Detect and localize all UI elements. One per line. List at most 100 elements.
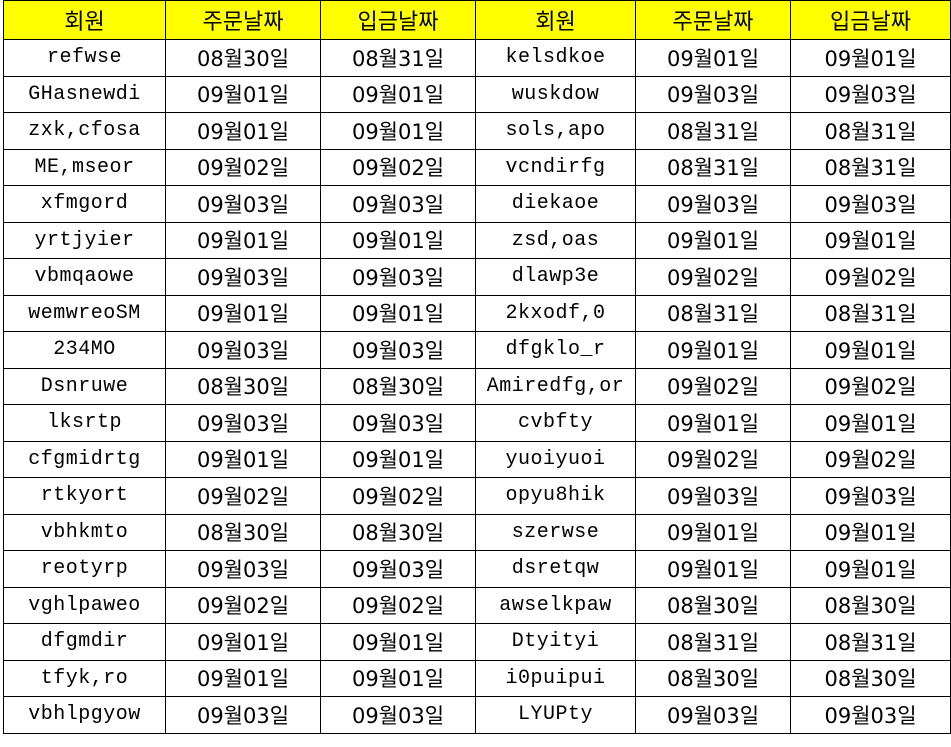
member-cell[interactable]: dlawp3e bbox=[475, 258, 636, 296]
deposit-date-cell[interactable]: 08월31일 bbox=[320, 39, 476, 77]
deposit-date-cell[interactable]: 08월31일 bbox=[790, 623, 951, 661]
order-date-cell[interactable]: 09월03일 bbox=[635, 477, 791, 515]
order-date-cell[interactable]: 09월02일 bbox=[635, 367, 791, 405]
member-cell[interactable]: vbmqaowe bbox=[3, 258, 166, 296]
member-cell[interactable]: cvbfty bbox=[475, 404, 636, 442]
order-date-cell[interactable]: 08월30일 bbox=[635, 586, 791, 624]
order-date-cell[interactable]: 08월31일 bbox=[635, 294, 791, 332]
order-date-cell[interactable]: 09월01일 bbox=[635, 221, 791, 259]
deposit-date-cell[interactable]: 09월03일 bbox=[320, 696, 476, 734]
order-date-cell[interactable]: 09월03일 bbox=[165, 404, 321, 442]
member-cell[interactable]: Amiredfg,or bbox=[475, 367, 636, 405]
deposit-date-cell[interactable]: 09월02일 bbox=[790, 367, 951, 405]
order-date-cell[interactable]: 09월01일 bbox=[165, 221, 321, 259]
deposit-date-cell[interactable]: 09월01일 bbox=[790, 513, 951, 551]
order-date-cell[interactable]: 09월01일 bbox=[165, 294, 321, 332]
order-date-cell[interactable]: 09월02일 bbox=[635, 258, 791, 296]
member-cell[interactable]: refwse bbox=[3, 39, 166, 77]
member-cell[interactable]: vbhkmto bbox=[3, 513, 166, 551]
deposit-date-cell[interactable]: 09월01일 bbox=[790, 39, 951, 77]
order-date-cell[interactable]: 09월02일 bbox=[165, 586, 321, 624]
member-cell[interactable]: diekaoe bbox=[475, 185, 636, 223]
order-date-cell[interactable]: 09월03일 bbox=[165, 258, 321, 296]
order-date-cell[interactable]: 08월30일 bbox=[635, 659, 791, 697]
member-cell[interactable]: szerwse bbox=[475, 513, 636, 551]
member-cell[interactable]: awselkpaw bbox=[475, 586, 636, 624]
deposit-date-cell[interactable]: 09월03일 bbox=[320, 550, 476, 588]
member-cell[interactable]: zxk,cfosa bbox=[3, 112, 166, 150]
order-date-cell[interactable]: 09월02일 bbox=[165, 477, 321, 515]
header-deposit-date[interactable]: 입금날짜 bbox=[790, 0, 951, 40]
member-cell[interactable]: kelsdkoe bbox=[475, 39, 636, 77]
deposit-date-cell[interactable]: 09월01일 bbox=[320, 623, 476, 661]
header-order-date[interactable]: 주문날짜 bbox=[165, 0, 321, 40]
member-cell[interactable]: cfgmidrtg bbox=[3, 440, 166, 478]
member-cell[interactable]: tfyk,ro bbox=[3, 659, 166, 697]
deposit-date-cell[interactable]: 09월02일 bbox=[320, 148, 476, 186]
header-member[interactable]: 회원 bbox=[475, 0, 636, 40]
order-date-cell[interactable]: 09월03일 bbox=[635, 75, 791, 113]
member-cell[interactable]: dfgklo_r bbox=[475, 331, 636, 369]
member-cell[interactable]: lksrtp bbox=[3, 404, 166, 442]
deposit-date-cell[interactable]: 09월03일 bbox=[790, 75, 951, 113]
deposit-date-cell[interactable]: 09월01일 bbox=[320, 659, 476, 697]
order-date-cell[interactable]: 09월03일 bbox=[165, 185, 321, 223]
member-cell[interactable]: ME,mseor bbox=[3, 148, 166, 186]
member-cell[interactable]: rtkyort bbox=[3, 477, 166, 515]
member-cell[interactable]: wemwreoSM bbox=[3, 294, 166, 332]
member-cell[interactable]: yuoiyuoi bbox=[475, 440, 636, 478]
order-date-cell[interactable]: 09월01일 bbox=[165, 440, 321, 478]
order-date-cell[interactable]: 08월30일 bbox=[165, 367, 321, 405]
member-cell[interactable]: dfgmdir bbox=[3, 623, 166, 661]
deposit-date-cell[interactable]: 08월31일 bbox=[790, 294, 951, 332]
member-cell[interactable]: wuskdow bbox=[475, 75, 636, 113]
deposit-date-cell[interactable]: 09월02일 bbox=[320, 477, 476, 515]
deposit-date-cell[interactable]: 09월02일 bbox=[790, 440, 951, 478]
order-date-cell[interactable]: 09월03일 bbox=[635, 185, 791, 223]
order-date-cell[interactable]: 09월02일 bbox=[165, 148, 321, 186]
deposit-date-cell[interactable]: 09월03일 bbox=[320, 258, 476, 296]
member-cell[interactable]: GHasnewdi bbox=[3, 75, 166, 113]
order-date-cell[interactable]: 08월31일 bbox=[635, 112, 791, 150]
deposit-date-cell[interactable]: 09월01일 bbox=[320, 75, 476, 113]
deposit-date-cell[interactable]: 09월01일 bbox=[320, 112, 476, 150]
order-date-cell[interactable]: 08월30일 bbox=[165, 39, 321, 77]
order-date-cell[interactable]: 08월30일 bbox=[165, 513, 321, 551]
header-deposit-date[interactable]: 입금날짜 bbox=[320, 0, 476, 40]
member-cell[interactable]: zsd,oas bbox=[475, 221, 636, 259]
order-date-cell[interactable]: 09월03일 bbox=[165, 550, 321, 588]
deposit-date-cell[interactable]: 08월30일 bbox=[320, 367, 476, 405]
member-cell[interactable]: opyu8hik bbox=[475, 477, 636, 515]
member-cell[interactable]: Dsnruwe bbox=[3, 367, 166, 405]
order-date-cell[interactable]: 09월01일 bbox=[635, 550, 791, 588]
header-order-date[interactable]: 주문날짜 bbox=[635, 0, 791, 40]
member-cell[interactable]: 2kxodf,0 bbox=[475, 294, 636, 332]
deposit-date-cell[interactable]: 09월02일 bbox=[790, 258, 951, 296]
deposit-date-cell[interactable]: 09월03일 bbox=[320, 331, 476, 369]
member-cell[interactable]: vghlpaweo bbox=[3, 586, 166, 624]
deposit-date-cell[interactable]: 09월03일 bbox=[790, 185, 951, 223]
deposit-date-cell[interactable]: 08월30일 bbox=[790, 586, 951, 624]
order-date-cell[interactable]: 09월02일 bbox=[635, 440, 791, 478]
deposit-date-cell[interactable]: 08월30일 bbox=[320, 513, 476, 551]
member-cell[interactable]: Dtyityi bbox=[475, 623, 636, 661]
order-date-cell[interactable]: 09월01일 bbox=[635, 39, 791, 77]
member-cell[interactable]: vcndirfg bbox=[475, 148, 636, 186]
deposit-date-cell[interactable]: 09월01일 bbox=[790, 550, 951, 588]
order-date-cell[interactable]: 09월03일 bbox=[165, 696, 321, 734]
deposit-date-cell[interactable]: 09월01일 bbox=[320, 294, 476, 332]
order-date-cell[interactable]: 09월01일 bbox=[635, 404, 791, 442]
order-date-cell[interactable]: 08월31일 bbox=[635, 623, 791, 661]
deposit-date-cell[interactable]: 09월03일 bbox=[320, 404, 476, 442]
order-date-cell[interactable]: 08월31일 bbox=[635, 148, 791, 186]
member-cell[interactable]: LYUPty bbox=[475, 696, 636, 734]
deposit-date-cell[interactable]: 08월31일 bbox=[790, 112, 951, 150]
header-member[interactable]: 회원 bbox=[3, 0, 166, 40]
member-cell[interactable]: 234MO bbox=[3, 331, 166, 369]
deposit-date-cell[interactable]: 09월01일 bbox=[320, 440, 476, 478]
deposit-date-cell[interactable]: 09월03일 bbox=[790, 696, 951, 734]
order-date-cell[interactable]: 09월01일 bbox=[165, 659, 321, 697]
order-date-cell[interactable]: 09월01일 bbox=[165, 112, 321, 150]
deposit-date-cell[interactable]: 09월01일 bbox=[790, 331, 951, 369]
order-date-cell[interactable]: 09월03일 bbox=[635, 696, 791, 734]
